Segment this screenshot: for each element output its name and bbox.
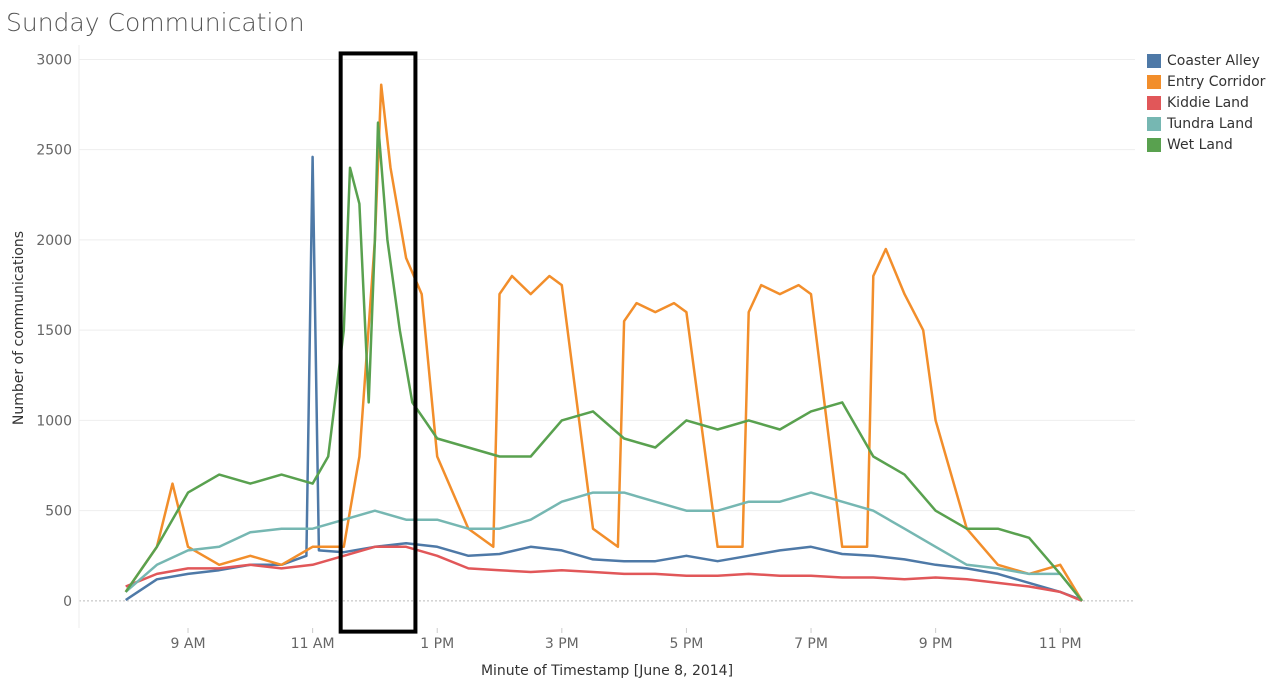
legend-item[interactable]: Wet Land bbox=[1147, 134, 1265, 155]
x-tick-label: 7 PM bbox=[794, 636, 828, 652]
legend-swatch bbox=[1147, 74, 1161, 89]
series-lines bbox=[124, 83, 1084, 603]
legend-swatch bbox=[1147, 137, 1161, 152]
legend-label: Wet Land bbox=[1167, 136, 1233, 153]
x-tick-label: 3 PM bbox=[545, 636, 579, 652]
y-tick-label: 2500 bbox=[36, 143, 72, 159]
y-tick-label: 2000 bbox=[36, 233, 72, 249]
x-axis-ticks: 9 AM 11 AM 1 PM 3 PM 5 PM 7 PM 9 PM 11 PM bbox=[171, 628, 1082, 652]
legend-label: Tundra Land bbox=[1167, 115, 1253, 132]
legend-item[interactable]: Tundra Land bbox=[1147, 113, 1265, 134]
gridlines bbox=[78, 45, 1135, 628]
legend-item[interactable]: Coaster Alley bbox=[1147, 50, 1265, 71]
y-tick-label: 3000 bbox=[36, 52, 72, 68]
y-tick-label: 1500 bbox=[36, 323, 72, 339]
y-axis-label: Number of communications bbox=[11, 231, 27, 425]
x-axis-label: Minute of Timestamp [June 8, 2014] bbox=[481, 663, 733, 679]
x-tick-label: 11 PM bbox=[1039, 636, 1082, 652]
x-tick-label: 9 AM bbox=[171, 636, 206, 652]
highlight-box bbox=[338, 51, 418, 634]
legend-label: Coaster Alley bbox=[1167, 52, 1260, 69]
line-chart: 0 500 1000 1500 2000 2500 3000 9 AM 11 AM 1 PM 3 … bbox=[11, 45, 1135, 679]
legend-item[interactable]: Kiddie Land bbox=[1147, 92, 1265, 113]
highlight-box-group bbox=[338, 51, 418, 634]
legend-label: Entry Corridor bbox=[1167, 73, 1266, 90]
y-tick-label: 1000 bbox=[36, 413, 72, 429]
legend: Coaster Alley Entry Corridor Kiddie Land Tu… bbox=[1147, 50, 1265, 155]
y-tick-label: 500 bbox=[45, 504, 72, 520]
series-line-tundra-land bbox=[124, 491, 1083, 602]
chart-title: Sunday Communication bbox=[6, 8, 305, 37]
y-axis-ticks: 0 500 1000 1500 2000 2500 3000 bbox=[36, 52, 72, 609]
series-line-entry-corridor bbox=[124, 83, 1084, 602]
series-line-wet-land bbox=[124, 121, 1083, 602]
y-tick-label: 0 bbox=[63, 594, 72, 610]
x-tick-label: 5 PM bbox=[669, 636, 703, 652]
x-tick-label: 11 AM bbox=[291, 636, 335, 652]
x-tick-label: 9 PM bbox=[919, 636, 953, 652]
series-line-coaster-alley bbox=[125, 155, 1083, 602]
legend-label: Kiddie Land bbox=[1167, 94, 1249, 111]
legend-swatch bbox=[1147, 116, 1161, 131]
legend-swatch bbox=[1147, 95, 1161, 110]
legend-swatch bbox=[1147, 53, 1161, 68]
series-line-kiddie-land bbox=[125, 545, 1083, 603]
legend-item[interactable]: Entry Corridor bbox=[1147, 71, 1265, 92]
x-tick-label: 1 PM bbox=[420, 636, 454, 652]
